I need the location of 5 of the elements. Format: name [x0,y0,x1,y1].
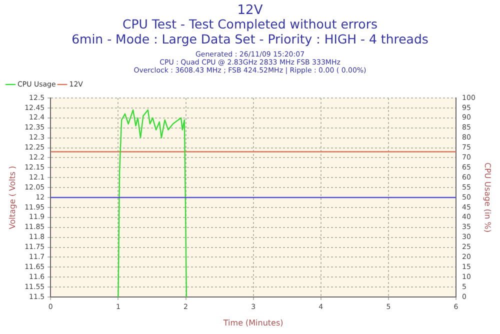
x-axis-title: Time (Minutes) [222,318,284,328]
chart-title: 12V [237,2,263,18]
chart-subtitle: CPU Test - Test Completed without errors 6min - Mode : Large Data Set - Priority : HIGH - 4 threads [72,16,428,46]
y-axis-title: Voltage ( Volts ) [8,166,17,230]
y2-axis-title: CPU Usage (in %) [483,162,492,232]
